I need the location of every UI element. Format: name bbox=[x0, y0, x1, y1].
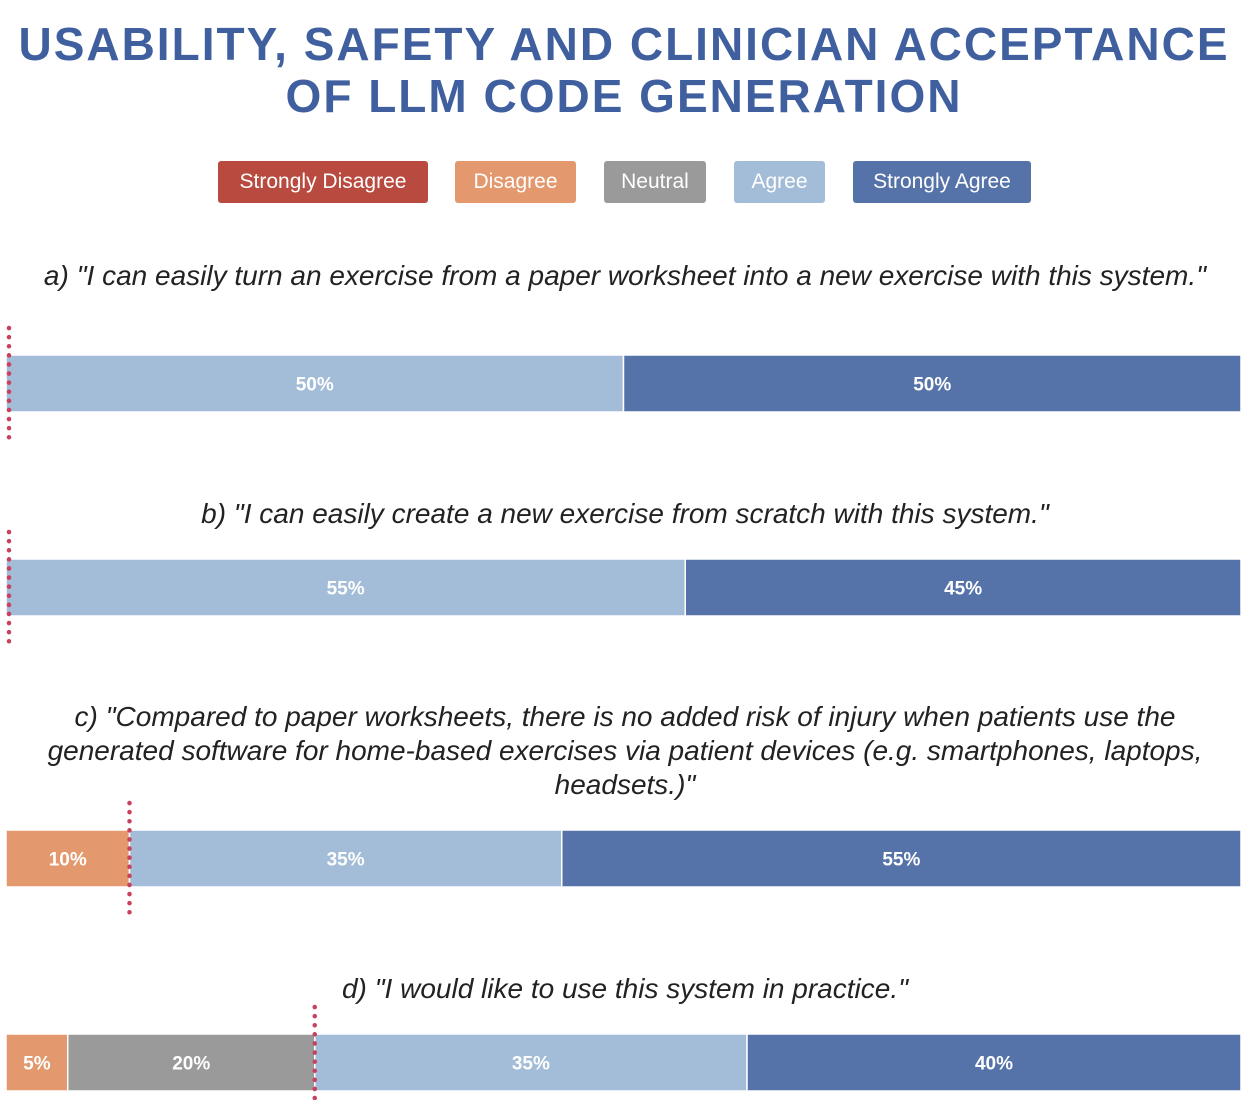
bar-d-agree bbox=[314, 1033, 748, 1092]
label-b-agree: 55% bbox=[327, 579, 365, 600]
chart-title-line-1: USABILITY, SAFETY AND CLINICIAN ACCEPTAN… bbox=[18, 18, 1230, 70]
legend-disagree: Disagree bbox=[455, 161, 576, 203]
bar-c-strongly-agree bbox=[561, 829, 1242, 888]
label-a-agree: 50% bbox=[296, 375, 334, 396]
legend-neutral: Neutral bbox=[604, 161, 706, 203]
label-d-agree: 35% bbox=[512, 1054, 550, 1075]
label-a-strongly-agree: 50% bbox=[913, 375, 951, 396]
label-c-strongly-agree: 55% bbox=[882, 850, 920, 871]
bar-d-neutral bbox=[67, 1033, 316, 1092]
label-c-agree: 35% bbox=[327, 850, 365, 871]
bar-d-strongly-agree bbox=[746, 1033, 1242, 1092]
bar-a-strongly-agree bbox=[622, 354, 1242, 413]
bar-a-agree bbox=[5, 354, 625, 413]
label-b-strongly-agree: 45% bbox=[944, 579, 982, 600]
legend-strongly-agree: Strongly Agree bbox=[853, 161, 1031, 203]
label-c-disagree: 10% bbox=[49, 850, 87, 871]
legend-agree: Agree bbox=[734, 161, 825, 203]
bar-b-agree bbox=[5, 558, 686, 617]
label-d-neutral: 20% bbox=[172, 1054, 210, 1075]
question-d: d) "I would like to use this system in p… bbox=[341, 973, 909, 1004]
legend-strongly-disagree: Strongly Disagree bbox=[218, 161, 428, 203]
question-a: a) "I can easily turn an exercise from a… bbox=[43, 260, 1207, 291]
chart-title-line-2: OF LLM CODE GENERATION bbox=[285, 70, 963, 122]
question-b: b) "I can easily create a new exercise f… bbox=[201, 498, 1049, 529]
label-d-disagree: 5% bbox=[23, 1054, 51, 1075]
question-c: c) "Compared to paper worksheets, there … bbox=[47, 701, 1203, 800]
chart-title: USABILITY, SAFETY AND CLINICIAN ACCEPTAN… bbox=[0, 18, 1248, 122]
bar-b-strongly-agree bbox=[684, 558, 1242, 617]
label-d-strongly-agree: 40% bbox=[975, 1054, 1013, 1075]
legend: Strongly Disagree Disagree Neutral Agree… bbox=[0, 161, 1248, 203]
